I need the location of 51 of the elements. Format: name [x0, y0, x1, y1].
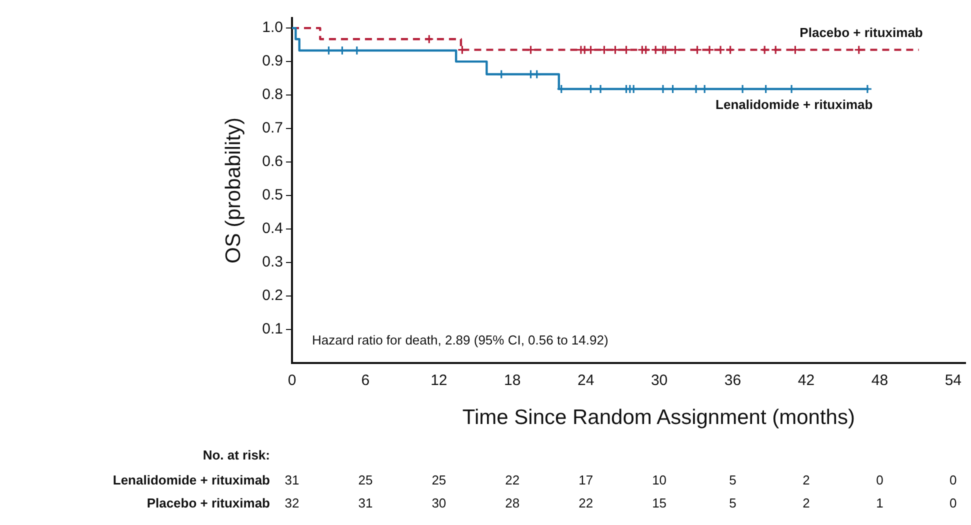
y-tick-label: 0.2	[262, 287, 283, 304]
text: 22	[505, 472, 520, 488]
text: 5	[729, 496, 736, 511]
text: 5	[729, 472, 736, 488]
text: 31	[284, 472, 300, 488]
y-tick-label: 0.1	[262, 320, 283, 338]
text: 22	[578, 496, 594, 511]
x-tick-label: 48	[871, 372, 888, 390]
text: 0	[950, 496, 957, 511]
x-tick-label: 12	[430, 372, 448, 390]
x-tick-label: 30	[650, 372, 668, 390]
series-label: Placebo + rituximab	[800, 24, 923, 40]
x-tick-label: 42	[798, 372, 815, 390]
text: 32	[284, 496, 300, 511]
text: No. at risk:	[202, 448, 270, 463]
text: Placebo + rituximab	[146, 496, 270, 511]
annotation: Hazard ratio for death, 2.89 (95% CI, 0.56 to 14.92)	[312, 332, 608, 348]
text: 2	[802, 496, 810, 511]
x-tick-label: 6	[361, 372, 370, 390]
text: 28	[505, 496, 520, 511]
x-tick-label: 0	[288, 372, 296, 390]
point	[670, 45, 680, 55]
text: 2	[802, 472, 810, 488]
y-tick-label: 0.3	[262, 254, 283, 271]
text: 15	[652, 496, 667, 511]
point	[790, 45, 800, 55]
y-tick-label: 0.9	[262, 52, 283, 70]
y-tick-label: 0.7	[262, 120, 283, 137]
text: 1	[876, 496, 884, 511]
text: 30	[432, 496, 446, 511]
y-tick-label: 1.0	[262, 19, 283, 36]
text: 31	[358, 496, 373, 511]
text: 25	[432, 472, 446, 488]
y-tick-label: 0.6	[262, 153, 283, 170]
text: 0	[876, 472, 884, 488]
point	[610, 45, 620, 55]
y-axis-title: OS (probability)	[222, 118, 245, 264]
x-axis-title: Time Since Random Assignment (months)	[462, 406, 855, 429]
x-tick-label: 18	[504, 372, 521, 390]
x-tick-label: 36	[724, 372, 742, 390]
text: Lenalidomide + rituximab	[112, 472, 270, 488]
text: 0	[950, 472, 957, 488]
y-tick-label: 0.4	[262, 220, 283, 238]
series-label: Lenalidomide + rituximab	[716, 97, 873, 112]
text: 17	[578, 472, 594, 488]
y-tick-label: 0.8	[262, 86, 283, 104]
x-tick-label: 24	[578, 372, 594, 390]
text: 25	[358, 472, 373, 488]
y-tick-label: 0.5	[262, 186, 283, 204]
x-tick-label: 54	[944, 372, 962, 390]
text: 10	[652, 472, 667, 488]
